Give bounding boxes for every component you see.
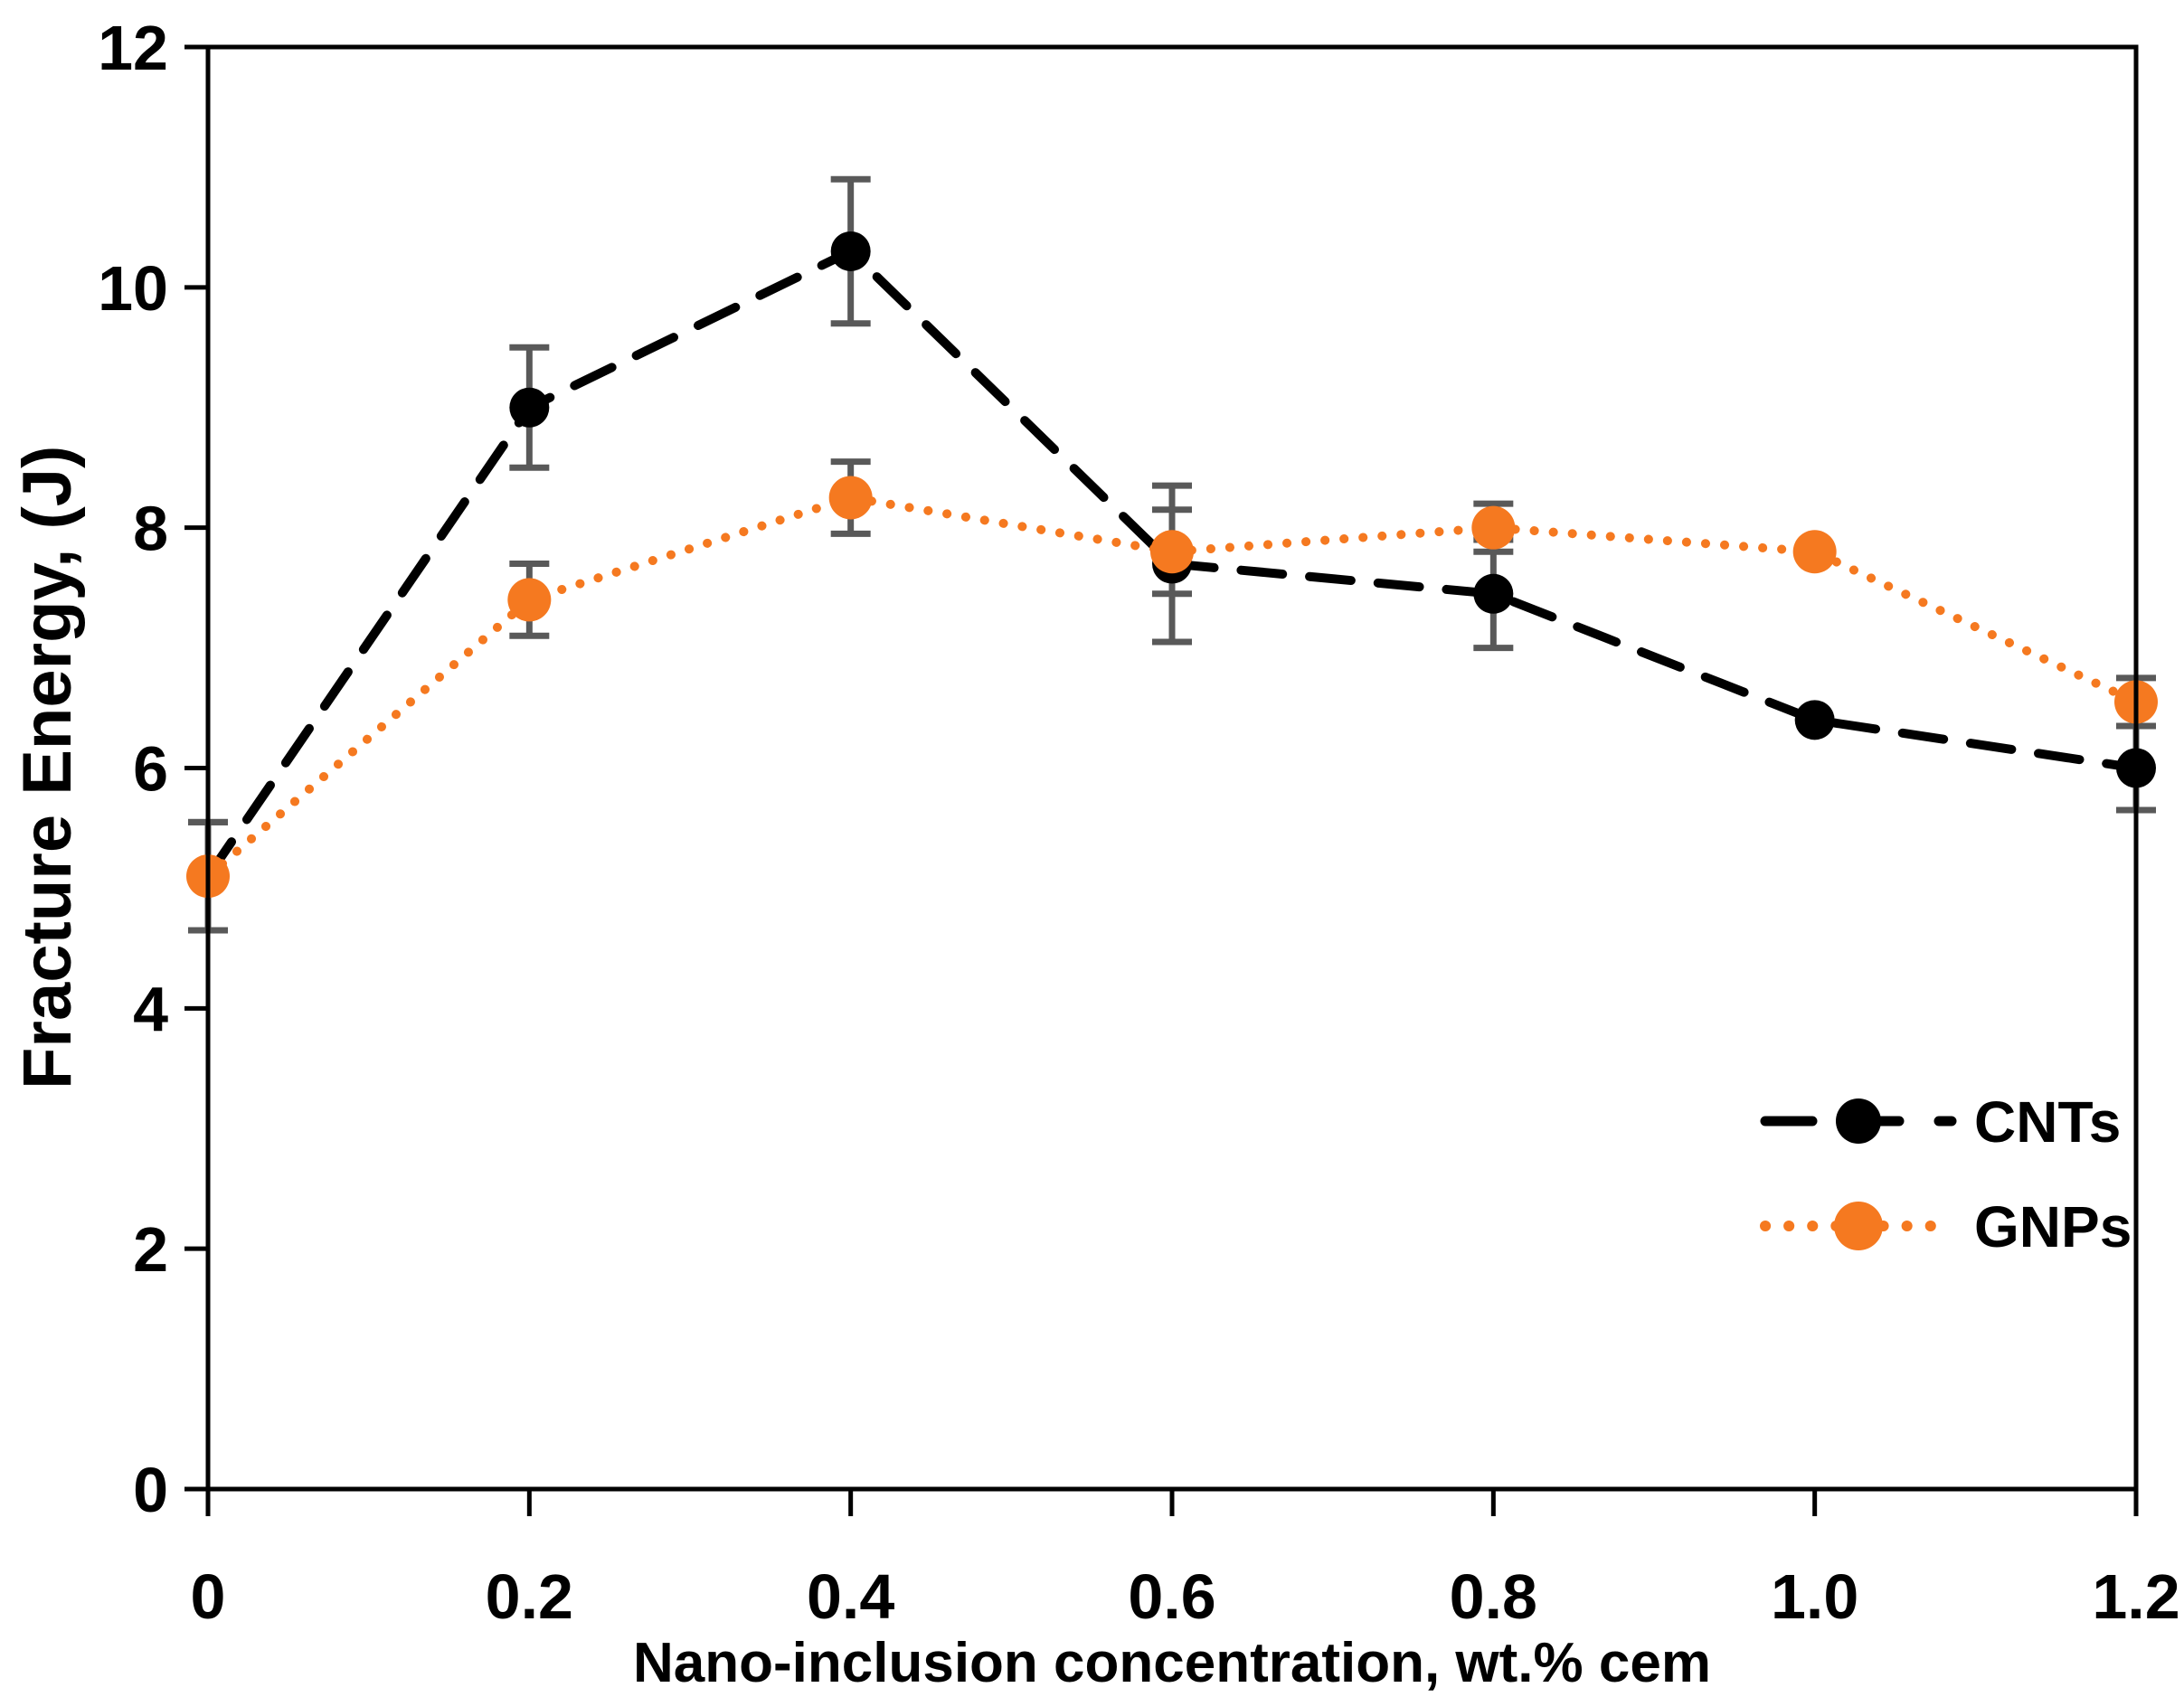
axis-tick-labels-layer: 0 2 4 6 8 10 12 0 0.2 0.4 0.6 0.8 1.0 1.2 — [98, 13, 2180, 1632]
legend-cnts-label: CNTs — [1974, 1089, 2121, 1155]
legend: CNTs GNPs — [1760, 1089, 2132, 1259]
x-tick-label: 0.6 — [1128, 1561, 1215, 1632]
data-point-GNPs-0.2 — [507, 578, 552, 622]
plot-border — [205, 44, 2139, 1492]
legend-gnps-label: GNPs — [1974, 1194, 2132, 1259]
legend-item-gnps: GNPs — [1760, 1194, 2132, 1259]
x-tick-label: 1.2 — [2092, 1561, 2179, 1632]
x-tick-label: 0.8 — [1450, 1561, 1537, 1632]
y-tick-label: 2 — [133, 1214, 168, 1285]
plot-frame — [205, 44, 2139, 1492]
axis-ticks-layer — [184, 44, 2139, 1516]
data-point-CNTs-1 — [1794, 700, 1835, 740]
x-tick-label: 0 — [191, 1561, 226, 1632]
y-tick-label: 0 — [133, 1455, 168, 1525]
data-point-GNPs-0.6 — [1150, 530, 1194, 574]
y-tick-label: 6 — [133, 734, 168, 805]
y-axis-title: Fracture Energy, (J) — [9, 446, 86, 1089]
data-point-CNTs-0.2 — [509, 387, 550, 428]
legend-cnts-marker — [1836, 1098, 1881, 1144]
y-tick-label: 12 — [98, 13, 168, 83]
data-point-CNTs-0.4 — [830, 231, 871, 271]
y-tick-label: 8 — [133, 494, 168, 564]
legend-gnps-marker — [1834, 1202, 1883, 1250]
series-markers-layer — [186, 231, 2158, 899]
data-point-GNPs-1 — [1792, 530, 1837, 574]
x-axis-title: Nano-inclusion concentration, wt.% cem — [633, 1632, 1711, 1694]
data-point-CNTs-0.8 — [1473, 573, 1514, 614]
x-tick-label: 1.0 — [1771, 1561, 1858, 1632]
x-tick-label: 0.2 — [486, 1561, 573, 1632]
legend-item-cnts: CNTs — [1760, 1089, 2121, 1155]
y-tick-label: 10 — [98, 253, 168, 324]
y-tick-label: 4 — [133, 974, 168, 1044]
x-tick-label: 0.4 — [807, 1561, 894, 1632]
data-point-GNPs-0.4 — [828, 476, 873, 520]
data-point-GNPs-0.8 — [1471, 505, 1516, 550]
